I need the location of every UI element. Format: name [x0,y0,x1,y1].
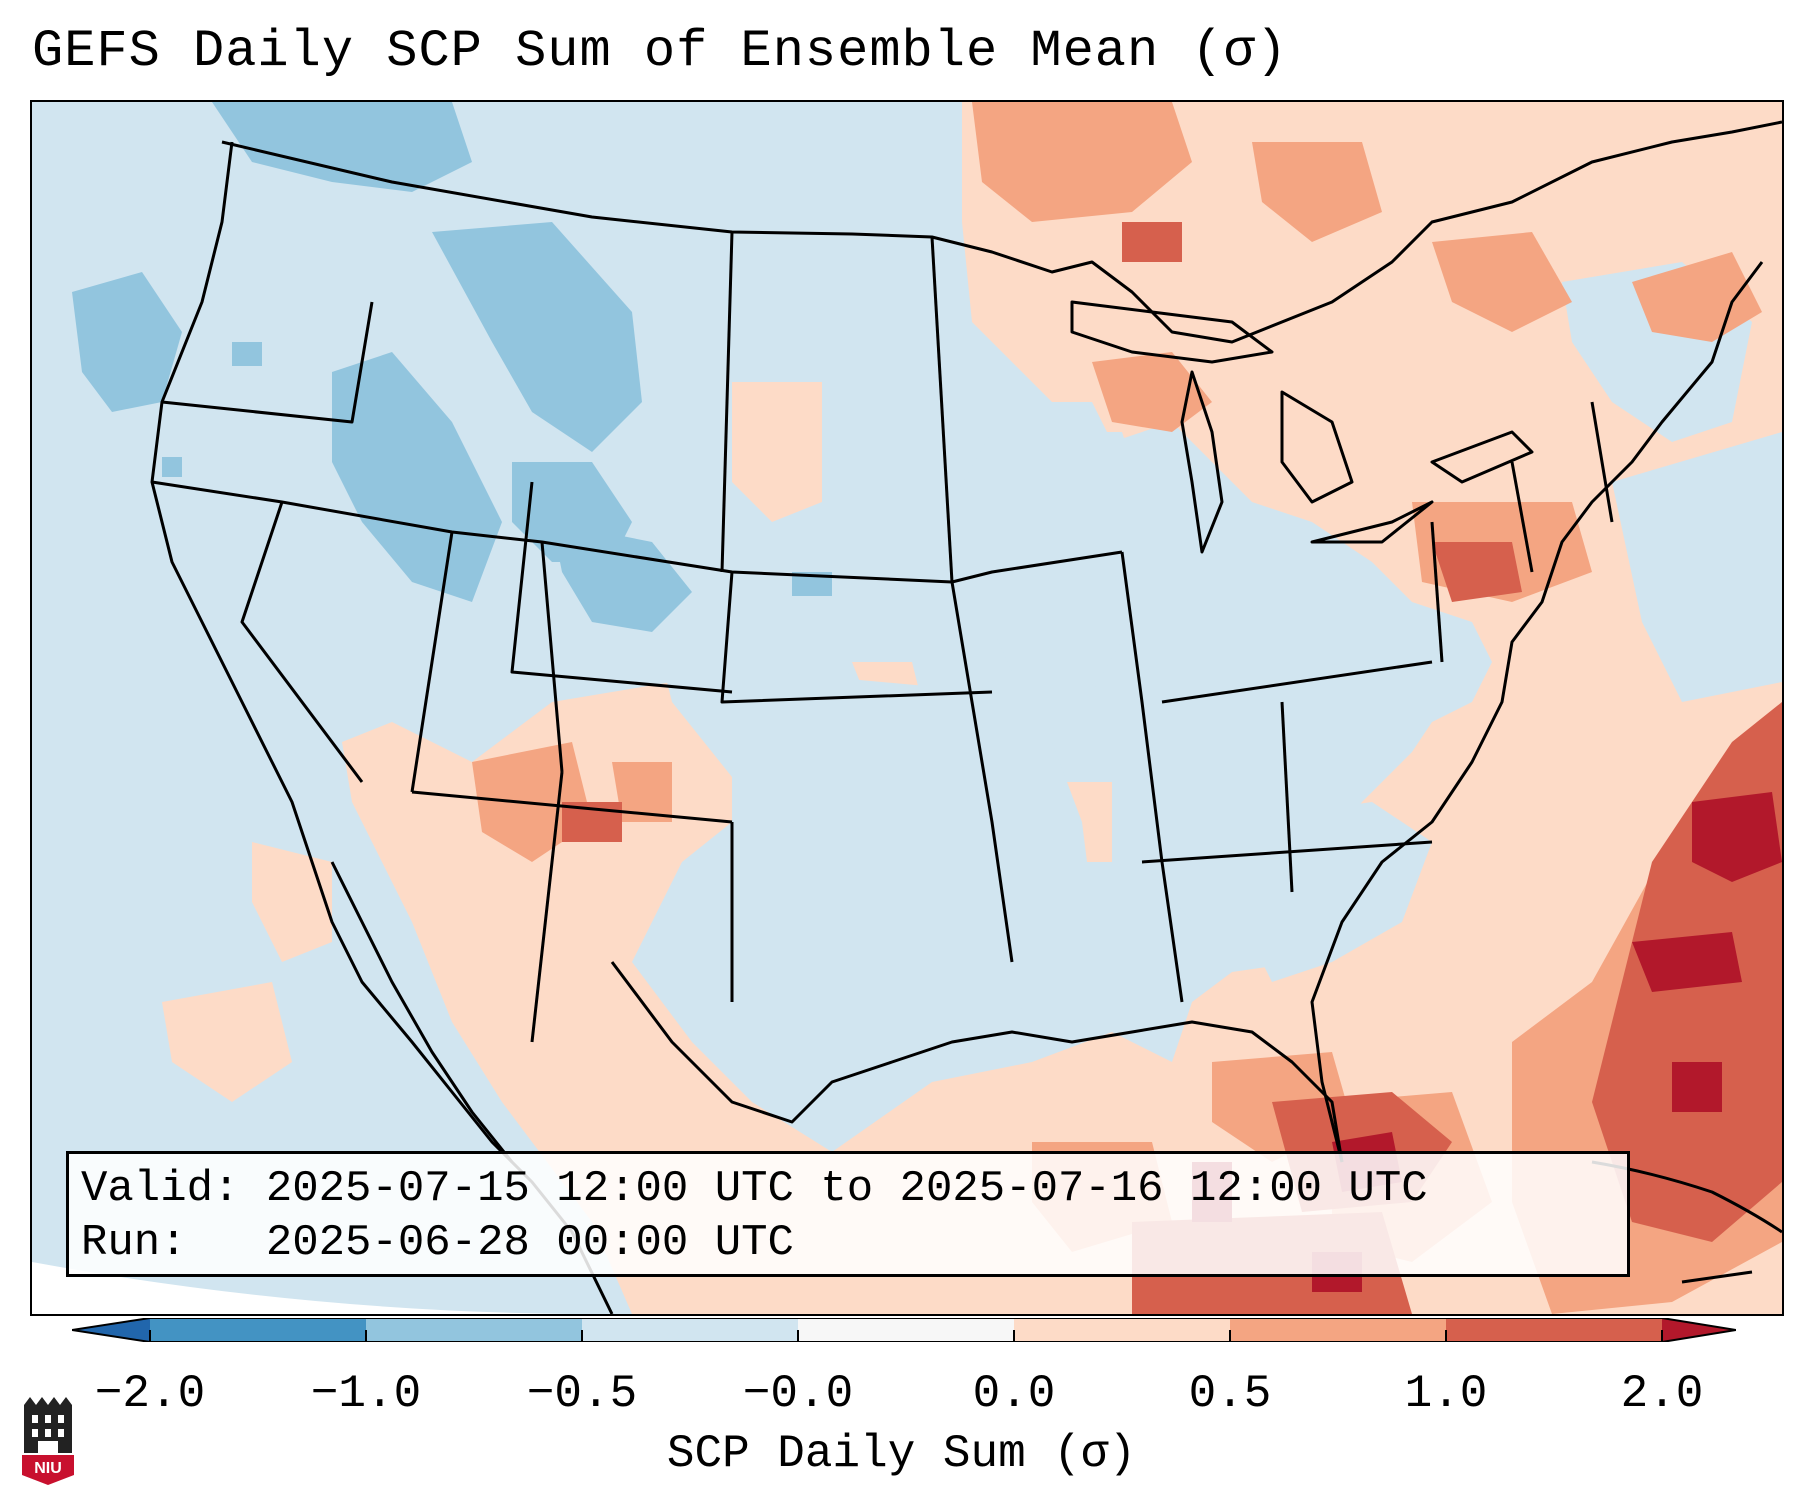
colorbar-tick-label: −2.0 [94,1368,206,1420]
lake-superior [1070,300,1274,364]
colorbar-segment [1446,1318,1662,1342]
colorbar-tick-label: 0.5 [1188,1368,1272,1420]
run-label: Run: [81,1218,187,1268]
colorbar-segment [798,1318,1014,1342]
niu-logo: NIU [22,1397,74,1485]
lake-huron [1280,390,1354,504]
colorbar-tick-label: −0.0 [742,1368,854,1420]
colorbar-extend-high [1662,1318,1736,1342]
colorbar-tick-label: −0.5 [526,1368,638,1420]
colorbar-segment [582,1318,798,1342]
map-canvas [32,102,1782,1314]
run-value: 2025-06-28 00:00 UTC [265,1218,794,1268]
borders [150,120,1782,1314]
lake-ontario [1430,430,1534,484]
colorbar-segment [1014,1318,1230,1342]
validity-info-box: Valid: 2025-07-15 12:00 UTC to 2025-07-1… [66,1151,1630,1277]
valid-value: 2025-07-15 12:00 UTC to 2025-07-16 12:00… [265,1164,1428,1214]
colorbar-tick-label: −1.0 [310,1368,422,1420]
colorbar-segment [150,1318,366,1342]
off-domain-lower-left [32,1262,632,1314]
east-coast [1310,261,1764,1163]
colorbar [72,1318,1736,1342]
colorbar-tick-label: 2.0 [1620,1368,1704,1420]
colorbar-extend-low [72,1318,150,1342]
colorbar-tick-label: 1.0 [1404,1368,1488,1420]
valid-label: Valid: [81,1164,240,1214]
logo-text: NIU [34,1460,62,1477]
lake-erie [1310,500,1434,544]
colorbar-tick-label: 0.0 [972,1368,1056,1420]
lake-michigan [1180,370,1224,554]
colorbar-label: SCP Daily Sum (σ) [666,1428,1137,1480]
map-panel [30,100,1784,1316]
colorbar-segment [366,1318,582,1342]
gulf-coast [610,961,1344,1163]
map-title: GEFS Daily SCP Sum of Ensemble Mean (σ) [32,22,1288,81]
baja-coast [330,861,514,1163]
colorbar-segment [1230,1318,1446,1342]
